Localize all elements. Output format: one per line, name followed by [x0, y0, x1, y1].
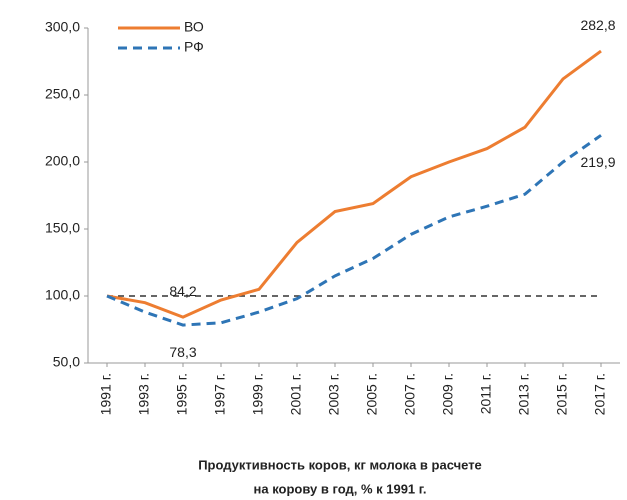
x-tick-label: 1993 г. [136, 373, 152, 415]
data-label: 78,3 [169, 344, 196, 360]
legend-label: РФ [184, 39, 204, 55]
data-label: 282,8 [580, 17, 615, 33]
x-tick-label: 2009 г. [440, 373, 456, 415]
x-tick-label: 1997 г. [212, 373, 228, 415]
y-tick-label: 50,0 [53, 354, 80, 370]
chart-title: Продуктивность коров, кг молока в расчет… [198, 457, 482, 472]
y-tick-label: 200,0 [45, 153, 80, 169]
series-line [106, 49, 602, 319]
x-tick-label: 2001 г. [288, 373, 304, 415]
y-tick-label: 150,0 [45, 220, 80, 236]
x-tick-label: 2011 г. [478, 373, 494, 414]
x-tick-label: 1999 г. [250, 373, 266, 415]
y-tick-label: 300,0 [45, 19, 80, 35]
x-tick-label: 2017 г. [592, 373, 608, 415]
x-tick-label: 1995 г. [174, 373, 190, 415]
data-label: 84,2 [169, 283, 196, 299]
x-tick-label: 2015 г. [554, 373, 570, 415]
data-label: 219,9 [580, 154, 615, 170]
x-tick-label: 1991 г. [98, 373, 114, 415]
y-tick-label: 250,0 [45, 86, 80, 102]
x-tick-label: 2005 г. [364, 373, 380, 415]
legend-label: ВО [184, 19, 204, 35]
y-tick-label: 100,0 [45, 287, 80, 303]
x-tick-label: 2003 г. [326, 373, 342, 415]
chart-title: на корову в год, % к 1991 г. [254, 481, 427, 496]
x-tick-label: 2007 г. [402, 373, 418, 415]
x-tick-label: 2013 г. [516, 373, 532, 415]
